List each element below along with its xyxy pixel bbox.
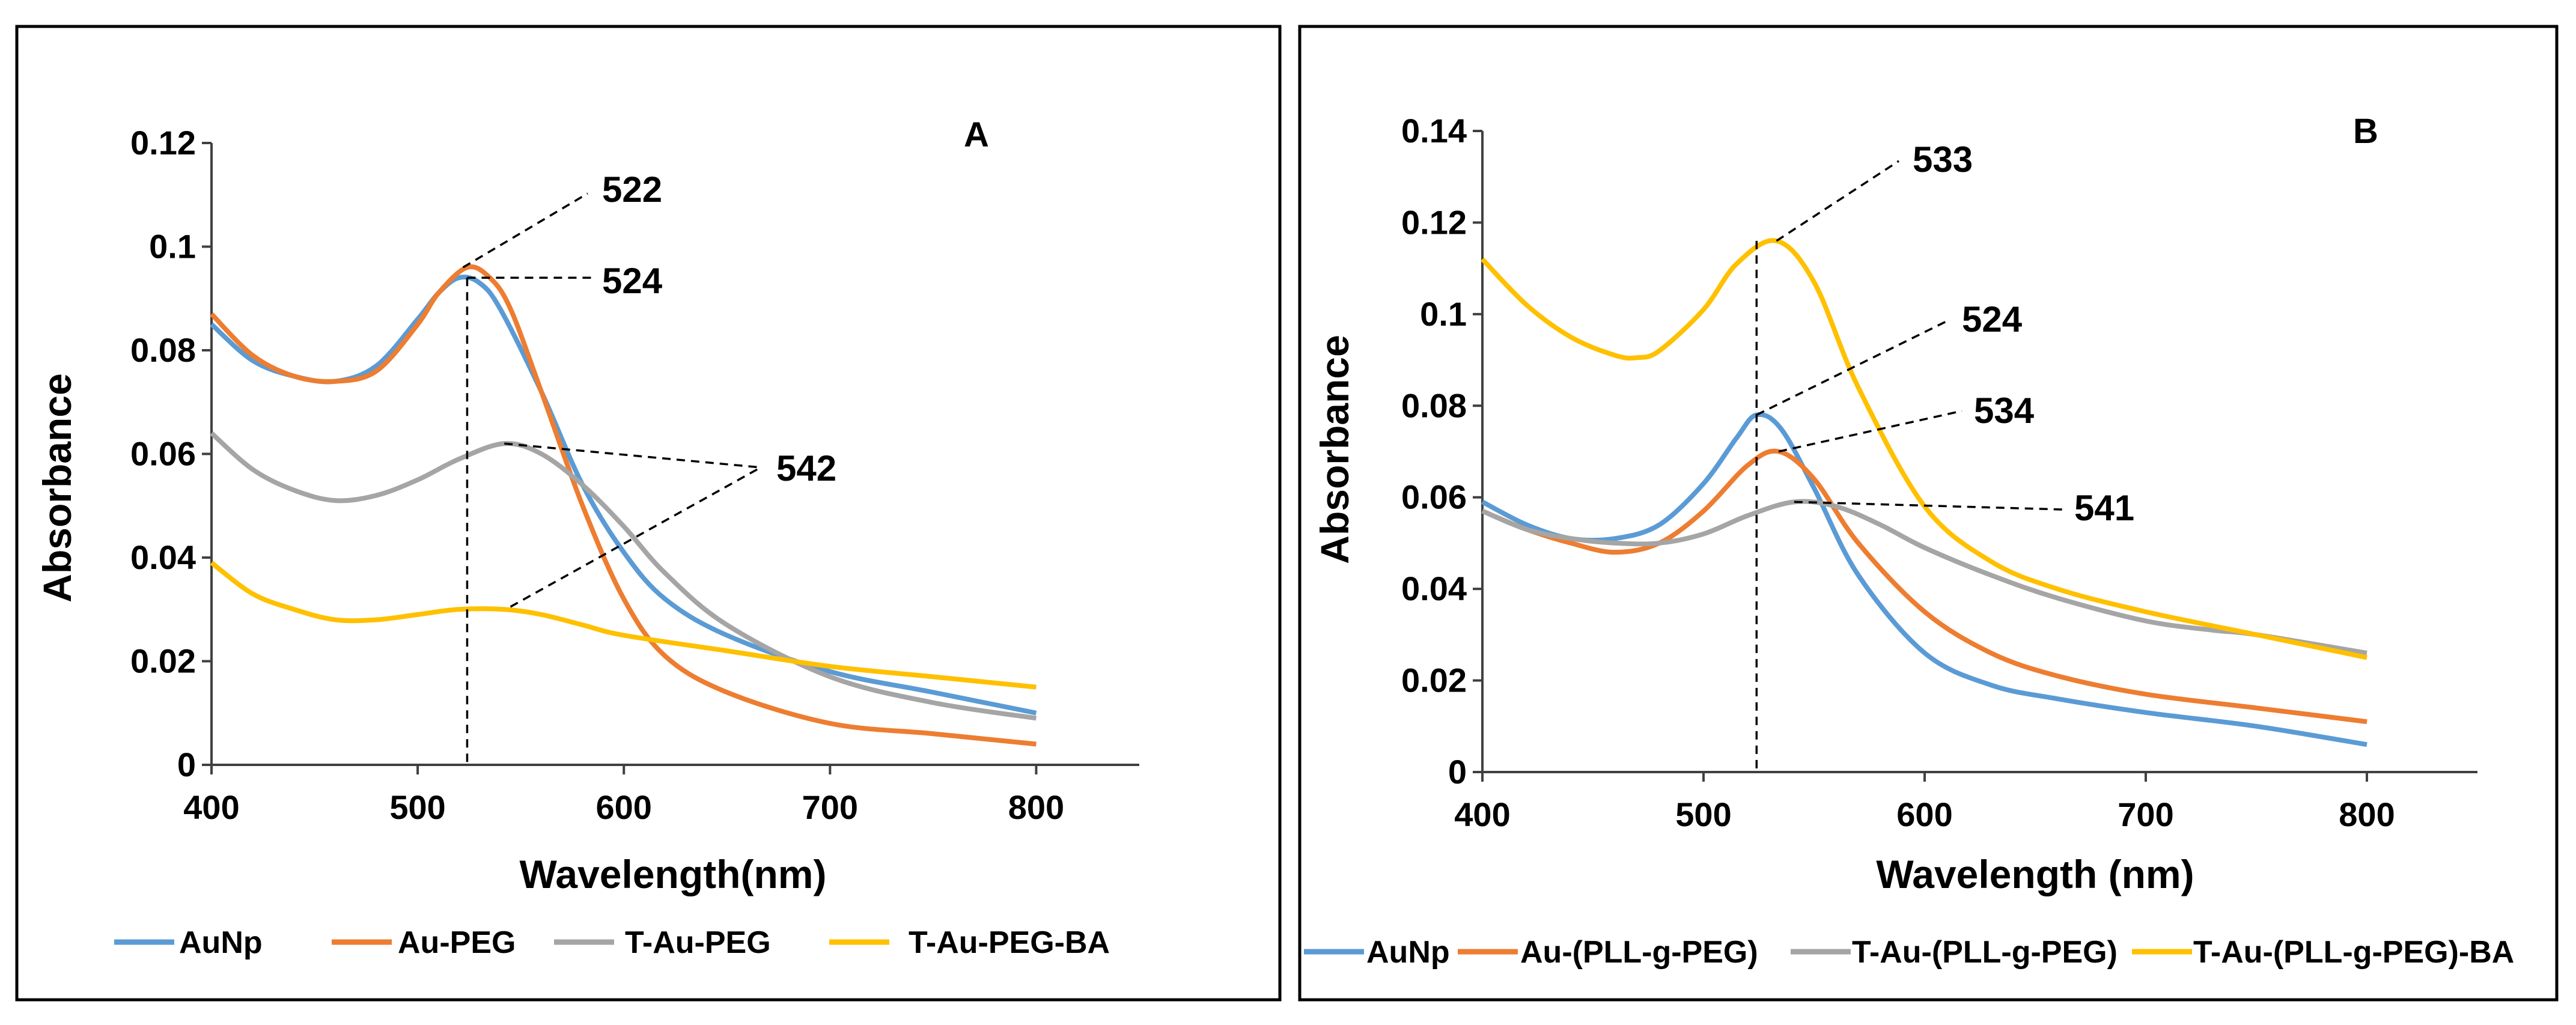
legend-label-b-0: AuNp xyxy=(1366,935,1450,970)
legend-label-b-2: T-Au-(PLL-g-PEG) xyxy=(1852,935,2118,970)
y-tick-label: 0.02 xyxy=(130,642,196,680)
y-tick-label: 0.14 xyxy=(1401,112,1467,150)
annot-leader xyxy=(1756,318,1950,416)
series-line-b-0 xyxy=(1481,412,2367,747)
panel-a-series xyxy=(210,264,1037,747)
panel-b-y-axis-title: Absorbance xyxy=(1312,335,1357,564)
panel-b-label: B xyxy=(2353,112,2378,151)
legend-label-a-2: T-Au-PEG xyxy=(625,925,771,960)
series-line-b-2 xyxy=(1481,499,2367,655)
y-tick-label: 0.04 xyxy=(1401,570,1467,607)
legend-label-a-1: Au-PEG xyxy=(398,925,516,960)
x-tick-label: 400 xyxy=(183,788,239,826)
panel-b-annotations xyxy=(1755,160,2063,772)
annot-leader xyxy=(1776,160,1899,242)
y-tick-label: 0 xyxy=(177,746,196,783)
x-tick-label: 400 xyxy=(1454,795,1510,833)
panel-a-ticks: 0 0.02 0.04 0.06 0.08 0.1 0.12 400 500 600 700 800 xyxy=(130,124,1064,826)
y-tick-label: 0.12 xyxy=(130,124,196,162)
x-tick-label: 600 xyxy=(1896,795,1952,833)
panel-a-y-axis-title: Absorbance xyxy=(35,373,79,602)
x-tick-label: 700 xyxy=(802,788,858,826)
x-tick-label: 500 xyxy=(1675,795,1731,833)
annot-a-542: 542 xyxy=(776,448,836,488)
legend-label-a-0: AuNp xyxy=(179,925,263,960)
panel-b-ticks: 0 0.02 0.04 0.06 0.08 0.1 0.12 0.14 400 500 600 700… xyxy=(1401,112,2395,833)
y-tick-label: 0.12 xyxy=(1401,203,1467,241)
annot-a-524: 524 xyxy=(602,261,663,301)
panel-b-x-axis-title: Wavelength (nm) xyxy=(1876,852,2194,896)
annot-leader xyxy=(510,466,761,608)
y-tick-label: 0 xyxy=(1448,753,1467,791)
annot-b-533: 533 xyxy=(1913,139,1973,180)
panel-a-label: A xyxy=(964,115,989,154)
annot-b-534: 534 xyxy=(1974,391,2035,431)
series-line-a-2 xyxy=(210,431,1037,721)
x-tick-label: 800 xyxy=(2339,795,2395,833)
series-line-a-1 xyxy=(210,264,1037,747)
annot-b-541: 541 xyxy=(2074,488,2134,528)
annot-a-522: 522 xyxy=(602,169,662,210)
panel-a-legend: AuNp Au-PEG T-Au-PEG T-Au-PEG-BA xyxy=(114,925,1110,960)
y-tick-label: 0.02 xyxy=(1401,662,1467,699)
y-tick-label: 0.06 xyxy=(1401,478,1467,516)
legend-label-a-3: T-Au-PEG-BA xyxy=(909,925,1110,960)
y-tick-label: 0.04 xyxy=(130,538,196,576)
series-line-a-3 xyxy=(210,561,1037,690)
legend-label-b-1: Au-(PLL-g-PEG) xyxy=(1520,935,1758,970)
legend-label-b-3: T-Au-(PLL-g-PEG)-BA xyxy=(2193,935,2514,970)
x-tick-label: 600 xyxy=(596,788,652,826)
y-tick-label: 0.08 xyxy=(130,331,196,369)
y-tick-label: 0.08 xyxy=(1401,386,1467,424)
panel-b-axes xyxy=(1481,131,2477,773)
panel-a-x-axis-title: Wavelength(nm) xyxy=(520,852,827,896)
y-tick-label: 0.06 xyxy=(130,435,196,473)
panel-b: 0 0.02 0.04 0.06 0.08 0.1 0.12 0.14 400 500 600 700… xyxy=(1304,112,2514,970)
x-tick-label: 800 xyxy=(1008,788,1064,826)
panel-a-annotations xyxy=(462,192,761,765)
y-tick-label: 0.1 xyxy=(1420,295,1467,333)
y-tick-label: 0.1 xyxy=(149,228,196,266)
annot-leader xyxy=(462,192,588,269)
series-line-b-3 xyxy=(1481,238,2367,660)
panel-a-frame xyxy=(15,25,1282,1002)
panel-b-legend: AuNp Au-(PLL-g-PEG) T-Au-(PLL-g-PEG) T-A… xyxy=(1304,935,2514,970)
x-tick-label: 700 xyxy=(2118,795,2173,833)
annot-leader xyxy=(1794,500,2063,511)
annot-b-524: 524 xyxy=(1962,299,2023,339)
x-tick-label: 500 xyxy=(389,788,445,826)
annot-leader xyxy=(1778,410,1962,453)
panel-b-series xyxy=(1481,238,2367,747)
